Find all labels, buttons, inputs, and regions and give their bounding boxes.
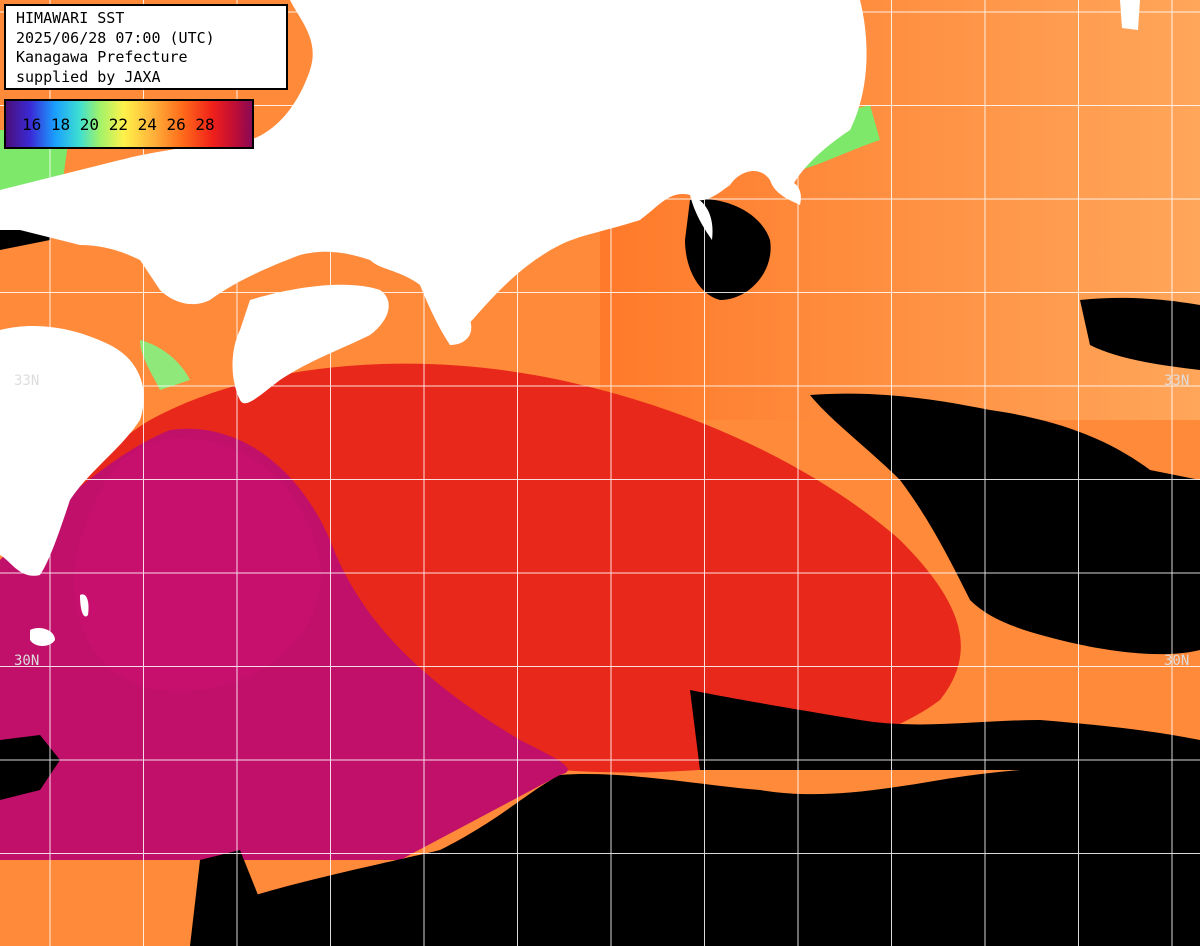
land-top-right bbox=[1120, 0, 1140, 30]
land-boso bbox=[770, 178, 801, 205]
warm-magenta-core bbox=[73, 438, 321, 692]
temperature-legend: 16 18 20 22 24 26 28 bbox=[4, 99, 254, 149]
lat-label-33n-left: 33N bbox=[14, 373, 40, 389]
cloud-southwest bbox=[0, 735, 60, 800]
legend-labels: 16 18 20 22 24 26 28 bbox=[22, 115, 215, 134]
lat-label-30n-left: 30N bbox=[14, 653, 40, 669]
organization: Kanagawa Prefecture bbox=[16, 48, 188, 66]
lat-label-30n-right: 30N bbox=[1164, 653, 1190, 669]
timestamp: 2025/06/28 07:00 (UTC) bbox=[16, 28, 215, 47]
land-shikoku bbox=[232, 284, 389, 404]
land-kyushu bbox=[0, 325, 144, 576]
cloud-east-2 bbox=[1080, 297, 1200, 370]
land-yakushima bbox=[30, 628, 55, 646]
land-honshu bbox=[0, 0, 867, 345]
info-box: HIMAWARI SST 2025/06/28 07:00 (UTC) Kana… bbox=[4, 4, 288, 90]
land-izu bbox=[690, 195, 713, 240]
cloud-bottom-left bbox=[190, 850, 260, 946]
coastal-green-strait bbox=[140, 340, 190, 390]
cloud-east bbox=[810, 393, 1200, 655]
land-kii-peninsula bbox=[420, 285, 472, 345]
satellite-title: HIMAWARI SST bbox=[16, 9, 125, 27]
lat-label-33n-right: 33N bbox=[1164, 373, 1190, 389]
cloud-southeast bbox=[690, 690, 1200, 770]
land-tanegashima bbox=[80, 594, 89, 617]
cloud-south bbox=[240, 765, 1200, 946]
data-credit: supplied by JAXA bbox=[16, 67, 161, 86]
